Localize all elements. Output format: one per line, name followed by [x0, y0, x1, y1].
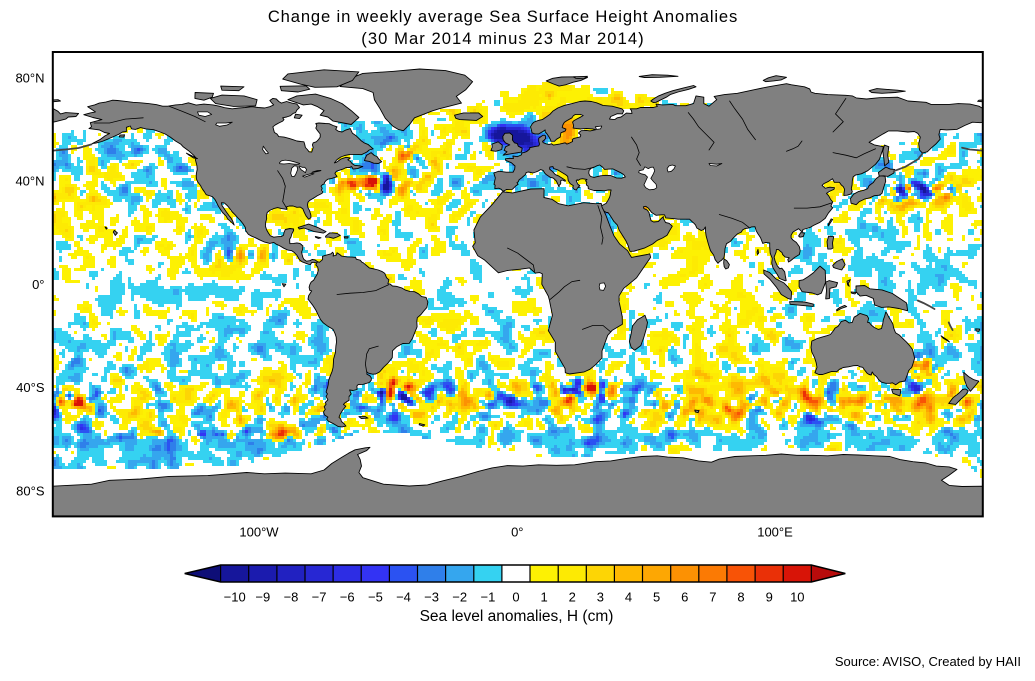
svg-text:2: 2 — [569, 590, 576, 605]
svg-text:−8: −8 — [284, 590, 299, 605]
svg-text:0°: 0° — [32, 277, 44, 292]
svg-text:40°N: 40°N — [15, 174, 44, 189]
svg-text:−6: −6 — [340, 590, 355, 605]
svg-text:10: 10 — [790, 590, 804, 605]
svg-text:−5: −5 — [368, 590, 383, 605]
svg-text:100°W: 100°W — [239, 525, 279, 540]
svg-text:−2: −2 — [452, 590, 467, 605]
svg-text:−10: −10 — [224, 590, 246, 605]
svg-text:−9: −9 — [255, 590, 270, 605]
svg-text:80°N: 80°N — [15, 70, 44, 85]
svg-text:Sea level anomalies, H (cm): Sea level anomalies, H (cm) — [420, 608, 614, 625]
svg-text:Source: AVISO, Created by HAII: Source: AVISO, Created by HAII — [835, 654, 1021, 669]
svg-text:6: 6 — [681, 590, 688, 605]
svg-text:40°S: 40°S — [16, 380, 45, 395]
svg-text:5: 5 — [653, 590, 660, 605]
svg-text:4: 4 — [625, 590, 632, 605]
svg-text:(30 Mar 2014 minus 23 Mar 2014: (30 Mar 2014 minus 23 Mar 2014) — [361, 29, 644, 48]
svg-text:80°S: 80°S — [16, 483, 45, 498]
svg-text:−4: −4 — [396, 590, 411, 605]
svg-text:9: 9 — [766, 590, 773, 605]
svg-text:−7: −7 — [312, 590, 327, 605]
svg-text:0: 0 — [512, 590, 519, 605]
svg-text:−1: −1 — [480, 590, 495, 605]
svg-text:−3: −3 — [424, 590, 439, 605]
svg-text:100°E: 100°E — [757, 525, 793, 540]
svg-text:3: 3 — [597, 590, 604, 605]
svg-text:7: 7 — [709, 590, 716, 605]
svg-text:0°: 0° — [511, 525, 523, 540]
svg-text:Change in weekly average Sea S: Change in weekly average Sea Surface Hei… — [268, 7, 738, 26]
svg-text:8: 8 — [737, 590, 744, 605]
svg-text:1: 1 — [540, 590, 547, 605]
